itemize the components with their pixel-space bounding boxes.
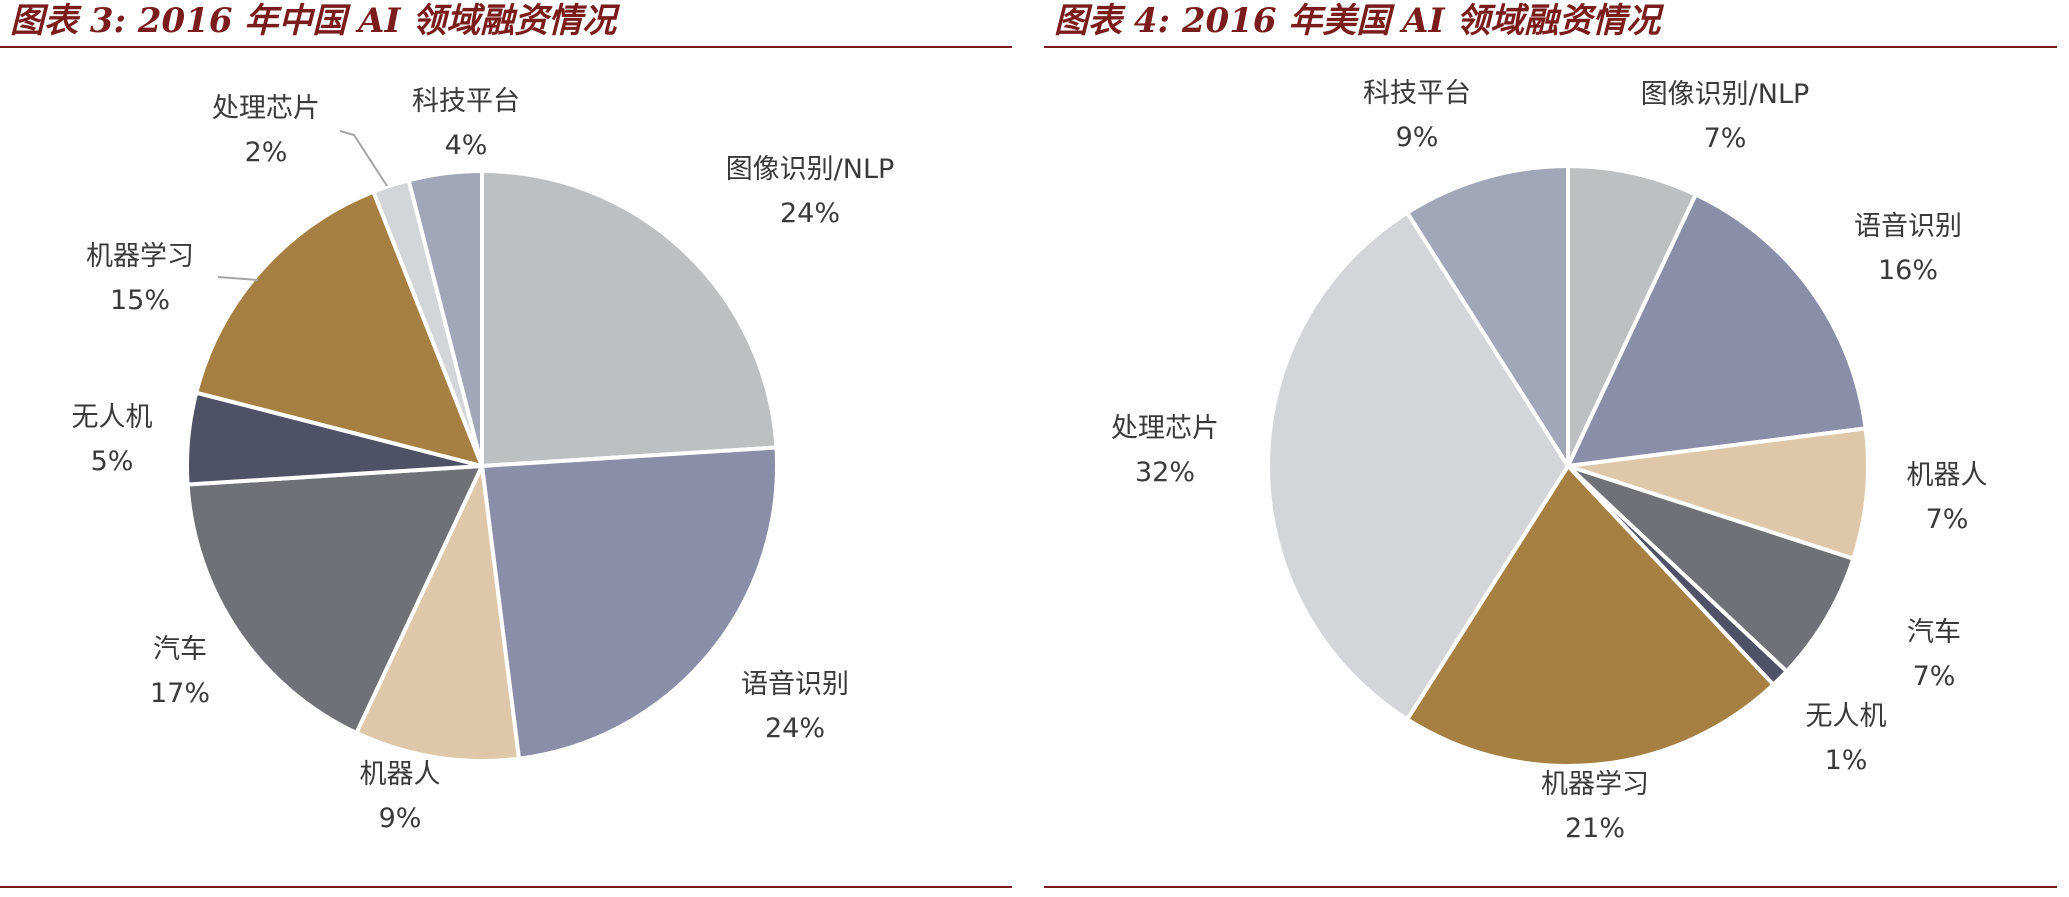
bottom-rule xyxy=(0,886,1012,888)
pie-slice-机器学习 xyxy=(194,189,484,468)
title-rule xyxy=(0,46,1012,48)
slice-name-label: 语音识别 xyxy=(741,669,849,700)
pie-slice-图像识别-nlp xyxy=(1566,164,1698,468)
bottom-rule xyxy=(1044,886,2057,888)
slice-value-label: 5% xyxy=(91,446,134,477)
slice-name-label: 图像识别/NLP xyxy=(726,154,895,185)
pie-slice-汽车 xyxy=(1566,464,1856,674)
slice-name-label: 机器学习 xyxy=(1541,769,1649,800)
slice-value-label: 4% xyxy=(445,130,488,161)
slice-name-label: 机器人 xyxy=(1907,460,1988,491)
leader-line xyxy=(339,130,388,187)
chart-title-china: 图表 3: 2016 年中国 AI 领域融资情况 xyxy=(10,1,617,41)
slice-name-label: 科技平台 xyxy=(412,86,520,117)
slice-name-label: 处理芯片 xyxy=(1111,413,1219,444)
slice-name-label: 汽车 xyxy=(1907,617,1961,648)
pie-slice-语音识别 xyxy=(1566,192,1868,468)
slice-value-label: 15% xyxy=(110,285,170,316)
pie-chart-china: 图像识别/NLP 24% 语音识别 24% 机器人 9% 汽车 17% 无人机 5% 机器学习 15%… xyxy=(72,86,895,834)
leader-line xyxy=(217,276,259,281)
pie-slice-语音识别 xyxy=(480,445,779,761)
pie-chart-usa: 图像识别/NLP 7% 语音识别 16% 机器人 7% 汽车 7% 无人机 1% 机器学习 21% 处理… xyxy=(1111,78,1988,844)
slice-value-label: 9% xyxy=(379,803,422,834)
slice-value-label: 24% xyxy=(780,198,840,229)
slice-name-label: 语音识别 xyxy=(1854,211,1962,242)
slice-name-label: 科技平台 xyxy=(1363,78,1471,109)
slice-value-label: 7% xyxy=(1704,123,1747,154)
title-rule xyxy=(1044,46,2057,48)
pie-slice-科技平台 xyxy=(1405,164,1570,468)
slice-name-label: 处理芯片 xyxy=(212,93,320,124)
slice-name-label: 图像识别/NLP xyxy=(1641,79,1810,110)
slice-name-label: 无人机 xyxy=(1806,701,1887,732)
slice-value-label: 7% xyxy=(1913,661,1956,692)
chart-panel-china: 图表 3: 2016 年中国 AI 领域融资情况 图像识别/NLP 24% 语音识别… xyxy=(0,0,1012,897)
pie-slice-汽车 xyxy=(185,464,484,735)
slice-name-label: 汽车 xyxy=(153,634,207,665)
slice-name-label: 无人机 xyxy=(72,402,153,433)
slice-value-label: 21% xyxy=(1565,813,1625,844)
slice-value-label: 32% xyxy=(1135,457,1195,488)
chart-title-usa: 图表 4: 2016 年美国 AI 领域融资情况 xyxy=(1054,1,1661,41)
pie-slice-机器人 xyxy=(1566,426,1870,561)
slice-name-label: 机器人 xyxy=(360,759,441,790)
slice-value-label: 1% xyxy=(1825,745,1868,776)
slice-value-label: 24% xyxy=(765,713,825,744)
slice-value-label: 9% xyxy=(1396,122,1439,153)
slice-value-label: 17% xyxy=(150,678,210,709)
pie-slice-科技平台 xyxy=(406,169,484,468)
pie-slice-处理芯片 xyxy=(1265,210,1570,722)
slice-value-label: 16% xyxy=(1878,255,1938,286)
pie-slice-机器人 xyxy=(354,464,521,763)
slice-name-label: 机器学习 xyxy=(86,241,194,272)
pie-slice-机器学习 xyxy=(1405,464,1776,768)
slice-value-label: 2% xyxy=(245,137,288,168)
pie-slice-图像识别-nlp xyxy=(480,169,779,468)
slice-value-label: 7% xyxy=(1926,504,1969,535)
chart-panel-usa: 图表 4: 2016 年美国 AI 领域融资情况 图像识别/NLP 7% 语音识别 1… xyxy=(1044,0,2057,897)
